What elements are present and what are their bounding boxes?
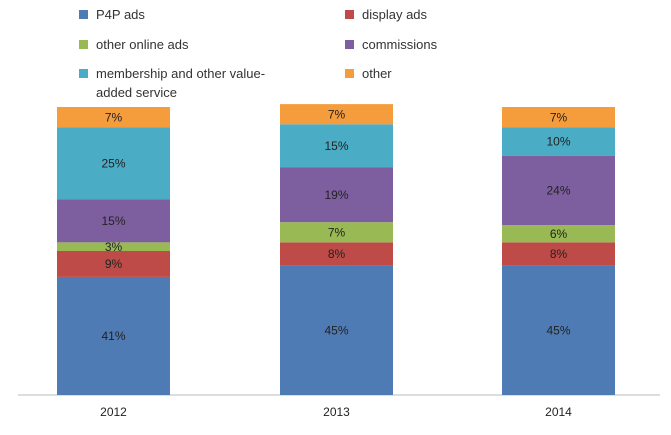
data-label: 7% <box>550 110 568 124</box>
data-label: 8% <box>550 247 568 261</box>
x-tick-label: 2012 <box>100 405 127 419</box>
bar-segment <box>57 199 170 243</box>
data-label: 7% <box>328 225 346 239</box>
bar-segment <box>502 155 615 226</box>
legend-label: other <box>362 66 392 81</box>
legend-item: display ads <box>345 5 428 24</box>
data-label: 41% <box>101 329 125 343</box>
bar-segment <box>280 242 393 266</box>
data-label: 7% <box>105 110 123 124</box>
bar-segment <box>502 265 615 395</box>
bar-segment <box>57 251 170 277</box>
bar-segment <box>502 107 615 128</box>
data-label: 15% <box>324 139 348 153</box>
bar-segment <box>280 104 393 125</box>
bar-segment <box>57 107 170 128</box>
legend-swatch <box>79 10 88 19</box>
legend-label: other online ads <box>96 37 189 52</box>
data-label: 6% <box>550 227 568 241</box>
bar-segment <box>502 127 615 156</box>
data-label: 15% <box>101 214 125 228</box>
legend-label: P4P ads <box>96 7 145 22</box>
data-label: 25% <box>101 156 125 170</box>
legend-label: membership and other value-added service <box>96 66 266 100</box>
data-label: 19% <box>324 188 348 202</box>
bar-segment <box>280 222 393 243</box>
data-label: 24% <box>546 184 570 198</box>
legend-swatch <box>79 69 88 78</box>
legend-label: commissions <box>362 37 438 52</box>
data-label: 45% <box>324 323 348 337</box>
data-label: 7% <box>328 107 346 121</box>
x-tick-label: 2014 <box>545 405 572 419</box>
legend-item: P4P ads <box>79 5 145 24</box>
data-label: 9% <box>105 257 123 271</box>
legend-swatch <box>345 69 354 78</box>
x-tick-label: 2013 <box>323 405 350 419</box>
legend-item: membership and other value-added service <box>79 64 266 102</box>
bar-segment <box>502 242 615 266</box>
bar-segment <box>280 124 393 168</box>
data-label: 45% <box>546 323 570 337</box>
bar-segment <box>502 225 615 243</box>
legend-swatch <box>345 10 354 19</box>
data-label: 3% <box>105 240 123 254</box>
data-label: 8% <box>328 247 346 261</box>
legend-swatch <box>79 40 88 49</box>
legend-item: other online ads <box>79 35 189 54</box>
legend-item: commissions <box>345 35 438 54</box>
legend-label: display ads <box>362 7 428 22</box>
bar-segment <box>57 276 170 395</box>
bar-segment <box>280 167 393 223</box>
bar-segment <box>57 127 170 200</box>
bar-segment <box>280 265 393 395</box>
legend-item: other <box>345 64 392 83</box>
data-label: 10% <box>546 135 570 149</box>
bar-segment <box>57 242 170 251</box>
legend-swatch <box>345 40 354 49</box>
